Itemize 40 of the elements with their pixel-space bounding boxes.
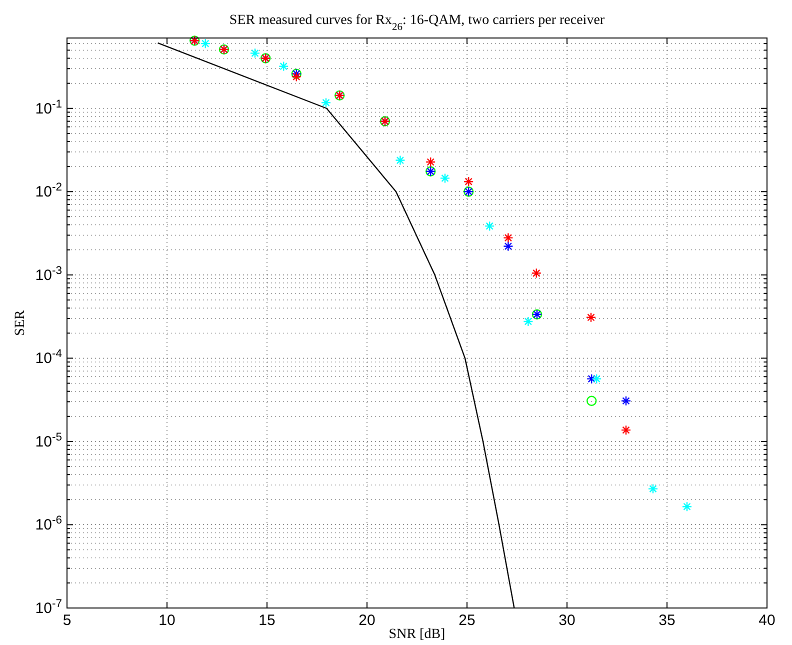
y-axis-title: SER [13,310,28,336]
point [648,484,658,494]
y-tick-label: 10$^{-4}$ [35,348,62,368]
point [682,502,692,512]
point [278,61,289,72]
y-tick-label: 10$^{-5}$ [35,431,62,450]
point [531,268,542,278]
point [523,316,534,327]
point [586,312,596,322]
y-tick-label: 10$^{-3}$ [35,264,62,284]
point [620,396,632,406]
x-tick-label: 15 [258,612,276,629]
x-tick-label: 20 [358,612,376,629]
point [592,374,602,384]
point [200,38,210,49]
point [320,98,332,108]
point [395,155,406,166]
y-tick-label: 10$^{-2}$ [35,182,62,201]
x-tick-label: 10 [158,612,176,629]
point [503,232,514,243]
chart-title: SER measured curves for Rx$_{26}$: 16-QAM, two carriers per receiver [229,13,605,32]
y-tick-label: 10$^{-7}$ [35,598,62,617]
point [586,396,597,406]
point [291,72,302,82]
point [440,173,450,184]
x-tick-label: 40 [758,612,776,629]
point [620,424,632,436]
y-tick-label: 10$^{-6}$ [35,514,62,534]
point [484,220,495,232]
point [464,176,474,187]
point [250,48,260,58]
point [586,374,597,384]
x-tick-label: 35 [658,612,676,629]
x-tick-label: 25 [458,612,476,629]
point [426,156,436,168]
x-tick-label: 5 [62,612,72,629]
x-axis-title: SNR [dB] [388,627,446,642]
x-tick-label: 30 [558,612,576,629]
point [503,241,514,252]
y-tick-label: 10$^{-1}$ [35,98,62,118]
